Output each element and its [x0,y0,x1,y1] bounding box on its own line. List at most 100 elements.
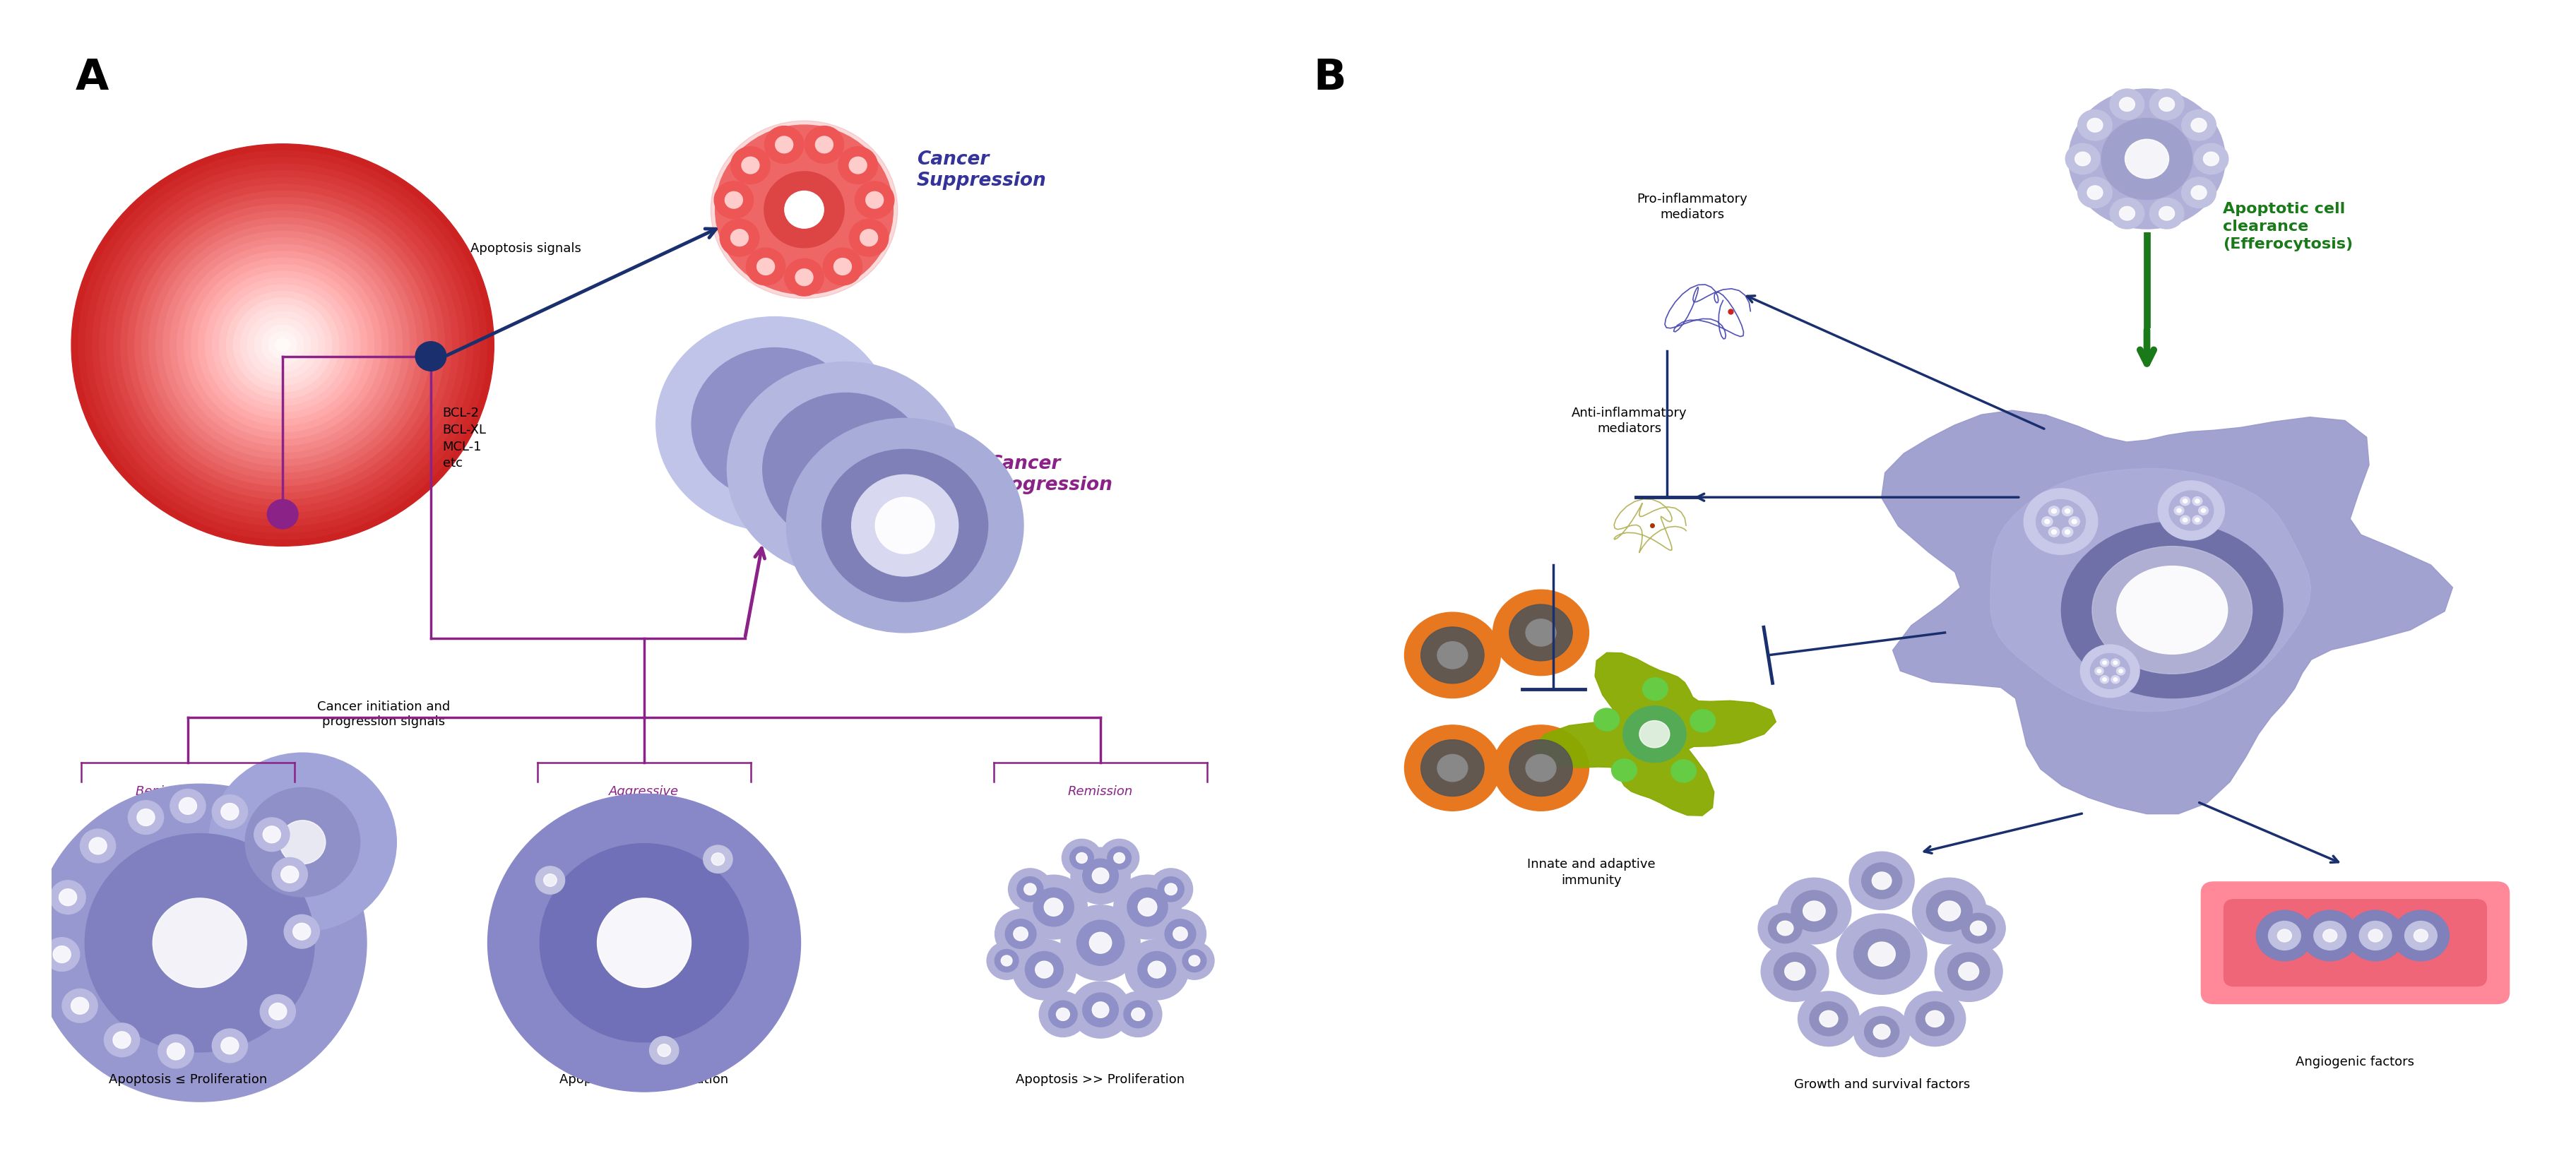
Circle shape [2099,676,2107,684]
Circle shape [714,181,752,219]
Circle shape [2050,509,2056,513]
Circle shape [2277,929,2290,942]
Ellipse shape [726,362,963,576]
Text: Cancer
Progression: Cancer Progression [987,455,1113,495]
Ellipse shape [657,317,894,531]
Circle shape [85,157,479,532]
Circle shape [1911,878,1986,944]
Circle shape [2069,517,2079,526]
Circle shape [876,497,935,553]
Circle shape [1038,992,1087,1036]
Circle shape [1525,754,1556,781]
Circle shape [222,1038,240,1054]
Circle shape [2110,676,2120,684]
Circle shape [711,121,896,298]
Circle shape [1852,929,1909,979]
Circle shape [2182,109,2215,141]
Circle shape [167,1043,185,1060]
Circle shape [2069,89,2226,229]
Circle shape [1404,612,1499,698]
Circle shape [44,938,80,972]
Circle shape [1157,877,1185,901]
Circle shape [1149,961,1164,978]
Circle shape [2177,509,2182,512]
Circle shape [1007,868,1051,909]
Circle shape [1777,878,1850,944]
Circle shape [59,888,77,906]
Circle shape [1092,868,1108,884]
Circle shape [121,190,446,499]
Circle shape [211,794,247,828]
Circle shape [72,143,495,546]
Circle shape [281,866,299,882]
Circle shape [1610,759,1636,781]
Circle shape [2179,516,2190,524]
Text: Remission: Remission [1066,785,1133,798]
Circle shape [283,914,319,948]
Circle shape [1492,725,1589,811]
Circle shape [855,181,894,219]
Circle shape [1113,992,1162,1036]
Circle shape [149,217,417,472]
Text: Growth and survival factors: Growth and survival factors [1793,1079,1968,1090]
Circle shape [657,1045,670,1056]
Ellipse shape [690,348,858,501]
Circle shape [1131,1008,1144,1021]
Text: Apoptosis >> Proliferation: Apoptosis >> Proliferation [1015,1074,1185,1086]
Circle shape [1090,932,1110,953]
Circle shape [2040,517,2053,526]
Circle shape [415,342,446,371]
Circle shape [1935,941,2002,1001]
Circle shape [103,1023,139,1056]
Circle shape [2393,911,2450,961]
Polygon shape [1533,652,1775,815]
Circle shape [100,170,466,519]
Circle shape [2156,481,2223,540]
Circle shape [227,291,340,398]
Circle shape [2182,518,2187,522]
Circle shape [1808,1002,1847,1036]
Circle shape [234,298,332,392]
Circle shape [1803,901,1824,921]
Circle shape [2087,186,2102,200]
Circle shape [268,499,299,529]
Circle shape [1669,760,1695,783]
FancyBboxPatch shape [2223,900,2486,986]
Circle shape [2257,911,2313,961]
Circle shape [1002,955,1012,966]
Circle shape [1005,919,1036,948]
Circle shape [2159,207,2174,221]
Circle shape [1595,709,1618,731]
Circle shape [198,264,366,425]
Circle shape [1819,1010,1837,1027]
Circle shape [2089,653,2130,689]
Text: BCL-2
BCL-XL
MCL-1
etc: BCL-2 BCL-XL MCL-1 etc [443,407,487,470]
Circle shape [222,804,240,820]
Circle shape [1958,962,1978,980]
Circle shape [134,204,430,485]
Circle shape [2110,89,2143,120]
Circle shape [2159,98,2174,112]
Circle shape [162,231,402,459]
Circle shape [2112,678,2117,681]
Circle shape [2035,499,2084,544]
Circle shape [1048,1001,1077,1028]
Circle shape [1182,949,1206,972]
Circle shape [850,219,889,256]
Circle shape [1082,993,1118,1027]
Circle shape [1113,875,1180,939]
Circle shape [1947,953,1989,991]
Circle shape [2117,670,2123,673]
Circle shape [598,898,690,987]
Circle shape [2087,119,2102,132]
Polygon shape [1989,469,2311,712]
Circle shape [1852,1007,1909,1056]
Circle shape [2190,119,2205,132]
Circle shape [1927,891,1971,932]
Circle shape [2117,98,2136,112]
Circle shape [1108,847,1131,870]
Circle shape [719,219,760,256]
Circle shape [866,192,884,208]
Circle shape [1837,914,1927,994]
Circle shape [255,318,312,371]
